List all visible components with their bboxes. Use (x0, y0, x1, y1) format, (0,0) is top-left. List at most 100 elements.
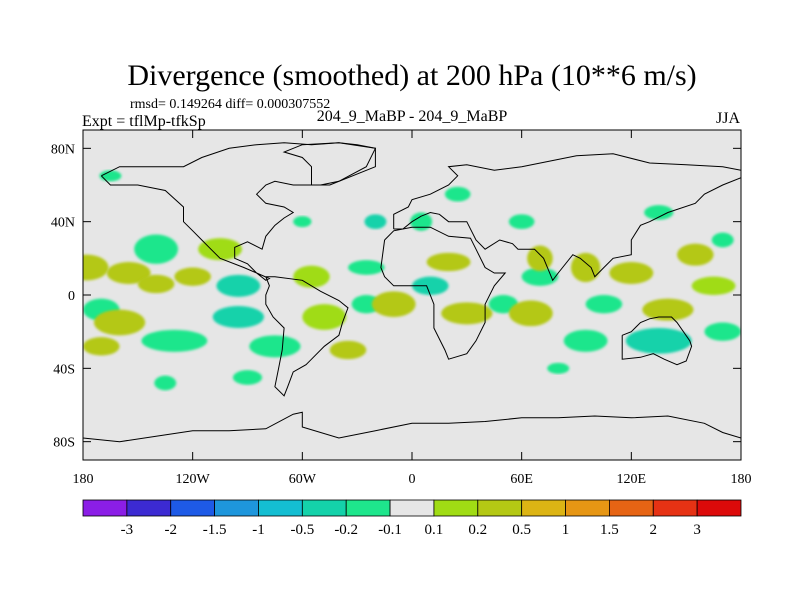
x-tick-label: 0 (409, 472, 416, 487)
colorbar-label: -0.5 (290, 522, 314, 538)
coastline (83, 411, 741, 443)
colorbar-label: 0.5 (512, 522, 531, 538)
contour-blob (134, 234, 179, 264)
y-tick-label: 80S (53, 436, 75, 451)
contour-blob (198, 238, 243, 261)
stats-label: rmsd= 0.149264 diff= 0.000307552 (130, 97, 330, 112)
colorbar-label: 0.1 (425, 522, 444, 538)
chart-title: Divergence (smoothed) at 200 hPa (10**6 … (127, 59, 696, 92)
colorbar-label: 0.2 (468, 522, 487, 538)
coastline-layer (83, 142, 741, 443)
colorbar: -3 -2 -1.5 -1 -0.5 -0.2 -0.1 0.1 0.2 0.5 1 1.5 2 3 (82, 499, 742, 538)
coastline (100, 142, 377, 281)
coastline (265, 276, 349, 397)
colorbar-swatch (565, 499, 610, 517)
contour-blob (174, 267, 211, 286)
contour-blob (412, 276, 449, 296)
colorbar-swatch (126, 499, 172, 517)
y-tick-label: 40N (51, 216, 75, 231)
season-label: JJA (716, 110, 740, 127)
contour-blob (154, 375, 177, 391)
contour-blob (93, 309, 146, 336)
colorbar-swatch (258, 499, 303, 517)
colorbar-swatch (652, 499, 698, 517)
colorbar-label: -2 (164, 522, 177, 538)
contour-blob (329, 340, 367, 360)
contour-blob (691, 276, 736, 296)
colorbar-label: -3 (121, 522, 134, 538)
contour-blob (371, 291, 416, 317)
x-tick-label: 180 (731, 472, 752, 487)
contour-blob (508, 300, 553, 327)
colorbar-label: -1 (252, 522, 265, 538)
colorbar-swatch (609, 499, 654, 517)
coastline (380, 226, 507, 360)
colorbar-swatch (214, 499, 259, 517)
contour-fill-layer (83, 170, 741, 391)
contour-blob (642, 298, 694, 321)
contour-blob (249, 335, 301, 358)
colorbar-swatch (389, 499, 435, 517)
contour-blob (704, 322, 741, 341)
contour-blob (426, 252, 471, 272)
contour-blob (563, 329, 608, 352)
contour-blob (441, 302, 493, 325)
contour-blob (644, 205, 674, 220)
colorbar-swatch (82, 499, 128, 517)
contour-blob (216, 274, 261, 297)
colorbar-swatch (433, 499, 479, 517)
colorbar-label: 1 (562, 522, 570, 538)
contour-blob (547, 362, 570, 374)
axis-layer: 180 120W 60W 0 60E 120E 180 80N 40N 0 40S 80S (51, 130, 752, 487)
case-label: 204_9_MaBP - 204_9_MaBP (317, 108, 508, 125)
contour-blob (293, 265, 330, 288)
x-tick-label: 120W (176, 472, 211, 487)
colorbar-swatch (345, 499, 391, 517)
contour-blob (444, 186, 471, 202)
contour-blob (83, 337, 120, 356)
contour-blob (348, 260, 385, 275)
coastline (282, 142, 376, 186)
contour-blob (609, 262, 654, 284)
colorbar-swatch (696, 499, 742, 517)
contour-blob (99, 170, 122, 182)
contour-blob (137, 274, 175, 294)
contour-blob (83, 254, 109, 281)
colorbar-swatch (521, 499, 566, 517)
contour-blob (508, 214, 535, 230)
colorbar-swatch (301, 499, 347, 517)
contour-blob (625, 328, 692, 354)
contour-blob (364, 214, 387, 230)
colorbar-label: -0.2 (334, 522, 358, 538)
coastline (621, 316, 693, 366)
coastline (393, 153, 741, 282)
colorbar-label: -1.5 (203, 522, 227, 538)
plot-background (83, 130, 741, 460)
y-tick-label: 0 (68, 289, 75, 304)
contour-blob (711, 232, 734, 248)
contour-blob (232, 370, 263, 385)
contour-blob (141, 329, 208, 352)
colorbar-label: 1.5 (600, 522, 619, 538)
x-tick-label: 60E (510, 472, 533, 487)
x-tick-label: 180 (73, 472, 94, 487)
colorbar-label: -0.1 (378, 522, 402, 538)
contour-blob (302, 304, 347, 330)
contour-blob (571, 252, 601, 283)
x-tick-label: 60W (289, 472, 317, 487)
experiment-label: Expt = tflMp-tfkSp (82, 113, 206, 130)
contour-blob (410, 212, 433, 231)
y-tick-label: 40S (53, 362, 75, 377)
contour-blob (585, 295, 623, 314)
contour-blob (293, 216, 312, 228)
colorbar-label: 2 (650, 522, 658, 538)
contour-blob (677, 243, 714, 266)
y-tick-label: 80N (51, 142, 75, 157)
colorbar-swatch (170, 499, 216, 517)
colorbar-swatch (477, 499, 523, 517)
colorbar-label: 3 (693, 522, 701, 538)
contour-blob (212, 306, 264, 328)
contour-blob (106, 262, 151, 284)
x-tick-label: 120E (617, 472, 647, 487)
